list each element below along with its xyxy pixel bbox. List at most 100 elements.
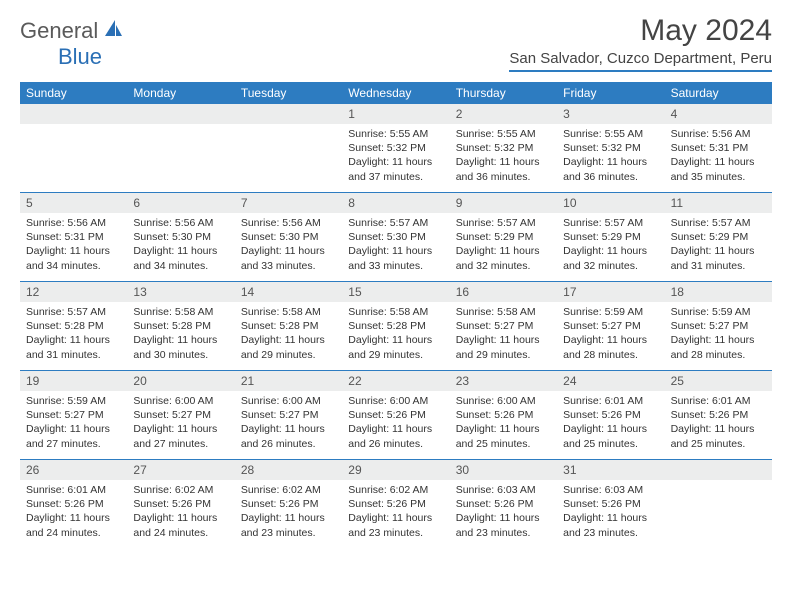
daylight-text: Daylight: 11 hours and 25 minutes. <box>456 422 551 450</box>
day-label-tuesday: Tuesday <box>235 82 342 104</box>
day-cell: 6Sunrise: 5:56 AMSunset: 5:30 PMDaylight… <box>127 193 234 281</box>
daylight-text: Daylight: 11 hours and 24 minutes. <box>26 511 121 539</box>
day-number: 16 <box>450 282 557 302</box>
day-info: Sunrise: 5:56 AMSunset: 5:30 PMDaylight:… <box>127 213 234 279</box>
day-number: 1 <box>342 104 449 124</box>
day-cell: 10Sunrise: 5:57 AMSunset: 5:29 PMDayligh… <box>557 193 664 281</box>
week-row: 26Sunrise: 6:01 AMSunset: 5:26 PMDayligh… <box>20 460 772 548</box>
day-info: Sunrise: 6:02 AMSunset: 5:26 PMDaylight:… <box>127 480 234 546</box>
day-info: Sunrise: 5:57 AMSunset: 5:28 PMDaylight:… <box>20 302 127 368</box>
daylight-text: Daylight: 11 hours and 26 minutes. <box>241 422 336 450</box>
sunrise-text: Sunrise: 6:00 AM <box>133 394 228 408</box>
day-cell: 4Sunrise: 5:56 AMSunset: 5:31 PMDaylight… <box>665 104 772 192</box>
daylight-text: Daylight: 11 hours and 33 minutes. <box>348 244 443 272</box>
sunrise-text: Sunrise: 5:56 AM <box>133 216 228 230</box>
sunrise-text: Sunrise: 5:55 AM <box>456 127 551 141</box>
daylight-text: Daylight: 11 hours and 23 minutes. <box>241 511 336 539</box>
day-info: Sunrise: 6:01 AMSunset: 5:26 PMDaylight:… <box>557 391 664 457</box>
day-info: Sunrise: 6:01 AMSunset: 5:26 PMDaylight:… <box>20 480 127 546</box>
sunset-text: Sunset: 5:30 PM <box>348 230 443 244</box>
day-label-monday: Monday <box>127 82 234 104</box>
day-cell: 22Sunrise: 6:00 AMSunset: 5:26 PMDayligh… <box>342 371 449 459</box>
sunset-text: Sunset: 5:26 PM <box>348 497 443 511</box>
sunset-text: Sunset: 5:26 PM <box>241 497 336 511</box>
sunrise-text: Sunrise: 6:02 AM <box>133 483 228 497</box>
day-cell: 28Sunrise: 6:02 AMSunset: 5:26 PMDayligh… <box>235 460 342 548</box>
sunrise-text: Sunrise: 5:55 AM <box>348 127 443 141</box>
day-label-thursday: Thursday <box>450 82 557 104</box>
day-cell <box>20 104 127 192</box>
day-number: 3 <box>557 104 664 124</box>
day-number: 30 <box>450 460 557 480</box>
day-number: 11 <box>665 193 772 213</box>
sunset-text: Sunset: 5:27 PM <box>563 319 658 333</box>
day-info: Sunrise: 5:57 AMSunset: 5:29 PMDaylight:… <box>557 213 664 279</box>
day-info: Sunrise: 5:56 AMSunset: 5:30 PMDaylight:… <box>235 213 342 279</box>
sunrise-text: Sunrise: 5:56 AM <box>671 127 766 141</box>
daylight-text: Daylight: 11 hours and 31 minutes. <box>671 244 766 272</box>
day-number: 14 <box>235 282 342 302</box>
sunset-text: Sunset: 5:31 PM <box>671 141 766 155</box>
sunset-text: Sunset: 5:27 PM <box>241 408 336 422</box>
daylight-text: Daylight: 11 hours and 24 minutes. <box>133 511 228 539</box>
day-label-saturday: Saturday <box>665 82 772 104</box>
daylight-text: Daylight: 11 hours and 36 minutes. <box>563 155 658 183</box>
day-info: Sunrise: 5:59 AMSunset: 5:27 PMDaylight:… <box>665 302 772 368</box>
day-cell: 17Sunrise: 5:59 AMSunset: 5:27 PMDayligh… <box>557 282 664 370</box>
day-number: 6 <box>127 193 234 213</box>
sunrise-text: Sunrise: 6:01 AM <box>26 483 121 497</box>
day-cell <box>235 104 342 192</box>
logo-text-general: General <box>20 18 98 44</box>
day-info: Sunrise: 5:58 AMSunset: 5:28 PMDaylight:… <box>127 302 234 368</box>
sunset-text: Sunset: 5:27 PM <box>26 408 121 422</box>
sunrise-text: Sunrise: 6:03 AM <box>563 483 658 497</box>
day-info: Sunrise: 5:57 AMSunset: 5:29 PMDaylight:… <box>450 213 557 279</box>
day-number: 25 <box>665 371 772 391</box>
daylight-text: Daylight: 11 hours and 23 minutes. <box>348 511 443 539</box>
day-cell: 2Sunrise: 5:55 AMSunset: 5:32 PMDaylight… <box>450 104 557 192</box>
daylight-text: Daylight: 11 hours and 29 minutes. <box>348 333 443 361</box>
day-label-friday: Friday <box>557 82 664 104</box>
day-cell <box>665 460 772 548</box>
sunset-text: Sunset: 5:26 PM <box>456 497 551 511</box>
sunrise-text: Sunrise: 6:01 AM <box>671 394 766 408</box>
sunrise-text: Sunrise: 6:03 AM <box>456 483 551 497</box>
day-number: 28 <box>235 460 342 480</box>
day-info: Sunrise: 5:58 AMSunset: 5:27 PMDaylight:… <box>450 302 557 368</box>
day-info: Sunrise: 5:55 AMSunset: 5:32 PMDaylight:… <box>450 124 557 190</box>
day-cell: 18Sunrise: 5:59 AMSunset: 5:27 PMDayligh… <box>665 282 772 370</box>
daylight-text: Daylight: 11 hours and 37 minutes. <box>348 155 443 183</box>
day-header-row: Sunday Monday Tuesday Wednesday Thursday… <box>20 82 772 104</box>
day-info: Sunrise: 5:59 AMSunset: 5:27 PMDaylight:… <box>20 391 127 457</box>
day-cell: 8Sunrise: 5:57 AMSunset: 5:30 PMDaylight… <box>342 193 449 281</box>
day-info: Sunrise: 5:55 AMSunset: 5:32 PMDaylight:… <box>557 124 664 190</box>
sunset-text: Sunset: 5:27 PM <box>671 319 766 333</box>
day-number: 15 <box>342 282 449 302</box>
daylight-text: Daylight: 11 hours and 27 minutes. <box>133 422 228 450</box>
day-cell: 23Sunrise: 6:00 AMSunset: 5:26 PMDayligh… <box>450 371 557 459</box>
day-cell: 1Sunrise: 5:55 AMSunset: 5:32 PMDaylight… <box>342 104 449 192</box>
month-title: May 2024 <box>509 14 772 48</box>
day-number: 21 <box>235 371 342 391</box>
week-row: 1Sunrise: 5:55 AMSunset: 5:32 PMDaylight… <box>20 104 772 193</box>
day-cell: 31Sunrise: 6:03 AMSunset: 5:26 PMDayligh… <box>557 460 664 548</box>
sunset-text: Sunset: 5:28 PM <box>26 319 121 333</box>
day-info: Sunrise: 5:57 AMSunset: 5:29 PMDaylight:… <box>665 213 772 279</box>
daylight-text: Daylight: 11 hours and 23 minutes. <box>563 511 658 539</box>
day-info: Sunrise: 5:58 AMSunset: 5:28 PMDaylight:… <box>235 302 342 368</box>
sunrise-text: Sunrise: 5:56 AM <box>26 216 121 230</box>
logo: General <box>20 14 125 44</box>
sunrise-text: Sunrise: 5:58 AM <box>348 305 443 319</box>
day-info: Sunrise: 6:01 AMSunset: 5:26 PMDaylight:… <box>665 391 772 457</box>
sunset-text: Sunset: 5:26 PM <box>348 408 443 422</box>
day-info: Sunrise: 6:00 AMSunset: 5:26 PMDaylight:… <box>342 391 449 457</box>
daylight-text: Daylight: 11 hours and 33 minutes. <box>241 244 336 272</box>
sunset-text: Sunset: 5:29 PM <box>456 230 551 244</box>
sunset-text: Sunset: 5:28 PM <box>133 319 228 333</box>
day-label-sunday: Sunday <box>20 82 127 104</box>
day-number: 22 <box>342 371 449 391</box>
day-info: Sunrise: 6:00 AMSunset: 5:26 PMDaylight:… <box>450 391 557 457</box>
day-number: 26 <box>20 460 127 480</box>
sunset-text: Sunset: 5:26 PM <box>563 497 658 511</box>
sunrise-text: Sunrise: 6:00 AM <box>241 394 336 408</box>
